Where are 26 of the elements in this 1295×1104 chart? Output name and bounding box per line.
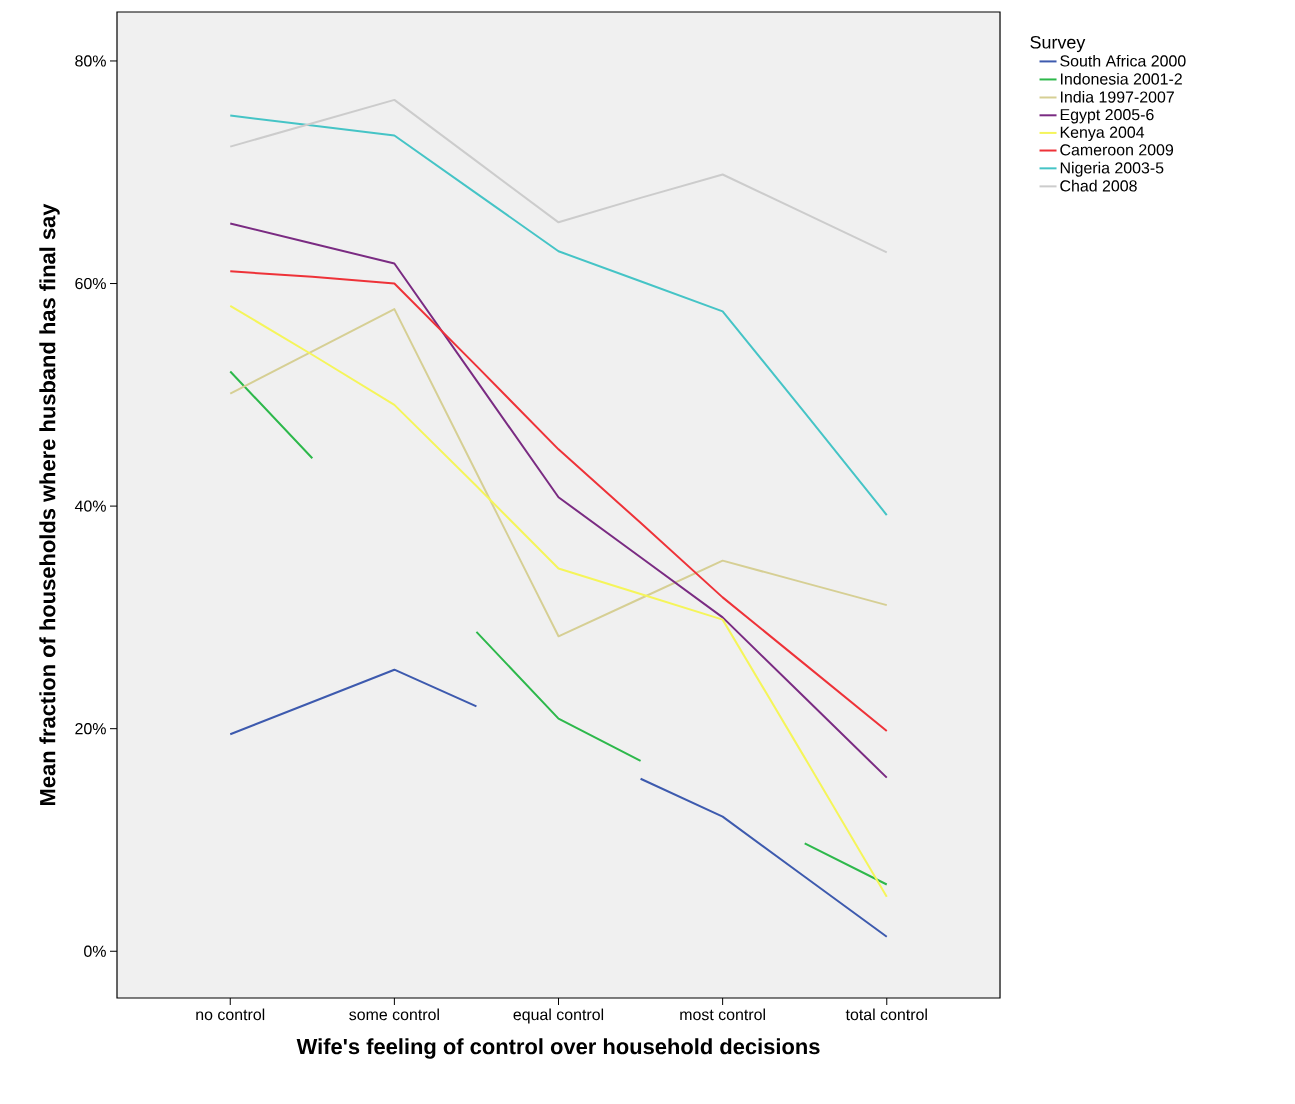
y-tick-label: 40% (74, 500, 106, 512)
line-series (229, 114, 888, 517)
y-tick-label: 20% (75, 723, 106, 735)
x-tick-label: some control (349, 1008, 439, 1021)
line-series (229, 98, 888, 254)
x-tick-label: most control (680, 1008, 765, 1021)
legend-label: India 1997-2007 (1060, 90, 1174, 103)
legend-label: Kenya 2004 (1060, 126, 1145, 142)
legend-label: Chad 2008 (1060, 179, 1137, 192)
x-axis-title: Wife's feeling of control over household decisions (296, 1038, 820, 1059)
legend-label: Nigeria 2003-5 (1060, 161, 1164, 177)
line-series (229, 270, 888, 732)
y-tick-label: 80% (75, 55, 106, 67)
x-tick-label: total control (845, 1008, 927, 1021)
x-tick-label: equal control (513, 1008, 604, 1024)
legend-label: Indonesia 2001-2 (1060, 72, 1182, 85)
y-tick-label: 0% (84, 945, 106, 957)
y-axis-title: Mean fraction of households where husband has final say (39, 203, 60, 805)
line-series (229, 308, 888, 638)
legend-label: Cameroon 2009 (1060, 144, 1174, 156)
y-tick-label: 60% (75, 277, 106, 290)
legend-title: Survey (1030, 35, 1086, 53)
legend-label: South Africa 2000 (1060, 54, 1186, 67)
line-series (229, 222, 888, 779)
x-tick-label: no control (196, 1008, 265, 1021)
legend-label: Egypt 2005-6 (1060, 109, 1154, 124)
